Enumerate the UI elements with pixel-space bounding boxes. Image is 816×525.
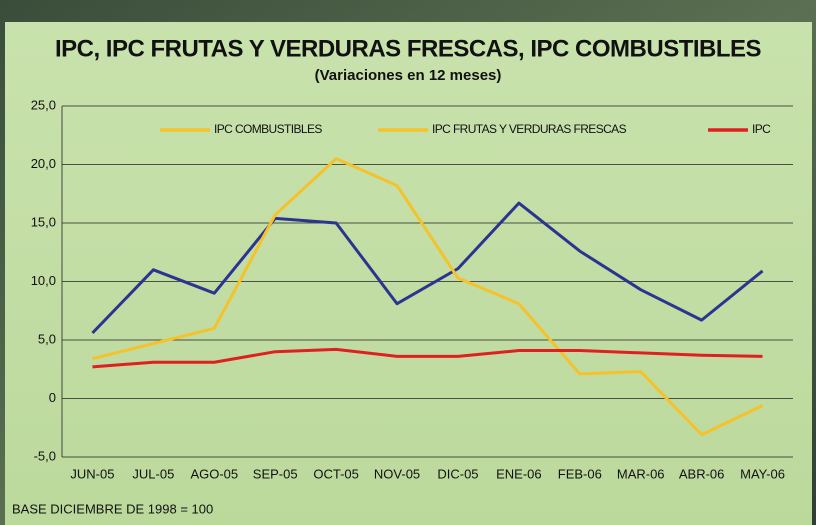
x-tick-label: ABR-06 [679,466,725,481]
series-line [92,347,763,369]
series-line [91,201,764,335]
y-tick-label: -5,0 [34,448,56,463]
x-tick-label: JUL-05 [132,466,174,481]
legend-label: IPC FRUTAS Y VERDURAS FRESCAS [432,122,627,136]
y-tick-label: 5,0 [38,331,56,346]
x-tick-label: SEP-05 [253,466,298,481]
x-tick-label: DIC-05 [437,466,478,481]
note: BASE DICIEMBRE DE 1998 = 100 [12,501,213,516]
x-tick-label: OCT-05 [313,466,359,481]
y-tick-label: 25,0 [31,97,56,112]
y-tick-label: 0 [49,390,56,405]
x-tick-label: NOV-05 [374,466,420,481]
legend-label: IPC [752,122,771,136]
legend-label: IPC COMBUSTIBLES [214,122,322,136]
chart-subtitle: (Variaciones en 12 meses) [315,67,502,84]
y-tick-label: 20,0 [31,156,56,171]
x-tick-label: ENE-06 [496,466,542,481]
x-tick-label: MAR-06 [617,466,665,481]
x-tick-label: MAY-06 [740,466,785,481]
x-tick-label: JUN-05 [70,466,114,481]
chart-title: IPC, IPC FRUTAS Y VERDURAS FRESCAS, IPC … [55,35,762,62]
series-line [92,157,764,437]
x-tick-label: AGO-05 [190,466,238,481]
y-tick-label: 10,0 [31,273,56,288]
y-tick-label: 15,0 [31,214,56,229]
x-tick-label: FEB-06 [558,466,602,481]
panel [5,22,812,525]
